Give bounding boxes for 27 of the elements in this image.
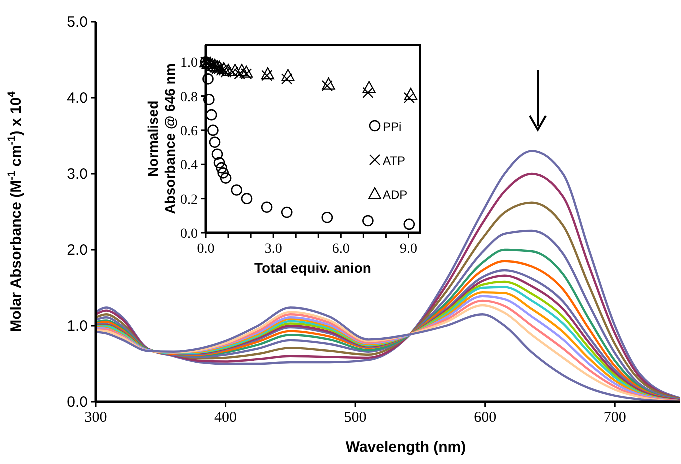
x-tick-label: 3.0	[264, 242, 282, 257]
x-tick-label: 6.0	[332, 242, 350, 257]
x-axis-title: Total equiv. anion	[254, 260, 372, 276]
y-tick-label: 0.0	[67, 394, 88, 411]
y-tick-label: 2.0	[67, 242, 88, 259]
y-tick-label: 4.0	[67, 90, 88, 107]
x-tick-label: 400	[214, 410, 238, 426]
x-tick-label: 9.0	[400, 242, 418, 257]
y-tick-label: 3.0	[67, 166, 88, 183]
legend-label: PPi	[383, 120, 402, 134]
y-tick-label: 0.2	[180, 192, 198, 208]
x-axis-title: Wavelength (nm)	[346, 439, 466, 456]
x-tick-label: 600	[474, 410, 497, 426]
y-tick-label: 0.6	[180, 124, 198, 140]
y-tick-label: 0.8	[180, 90, 198, 106]
y-tick-label: 0.4	[180, 158, 198, 174]
y-tick-label: 0.0	[180, 227, 198, 242]
x-tick-label: 0.0	[197, 242, 215, 257]
legend-label: ADP	[383, 188, 408, 202]
x-tick-label: 700	[604, 410, 626, 426]
x-tick-label: 300	[84, 410, 108, 426]
y-tick-label: 1.0	[180, 56, 198, 72]
y-axis-title: Normalised Absorbance @ 646 nm	[145, 64, 178, 214]
y-tick-label: 1.0	[67, 318, 88, 335]
x-tick-label: 500	[344, 410, 367, 426]
y-tick-label: 5.0	[67, 14, 88, 31]
legend-label: ATP	[383, 154, 406, 168]
